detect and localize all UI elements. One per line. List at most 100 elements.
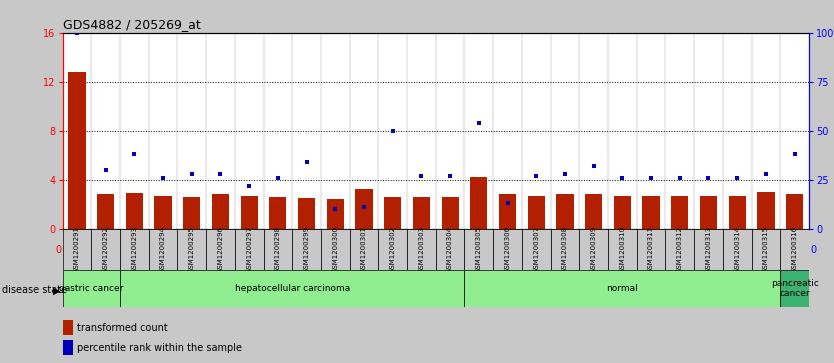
Bar <box>556 195 574 229</box>
Bar <box>441 197 459 229</box>
Bar <box>781 229 809 270</box>
Bar <box>120 229 148 270</box>
Bar <box>786 195 803 229</box>
Bar <box>91 229 120 270</box>
Text: GSM1200307: GSM1200307 <box>533 226 540 273</box>
Text: GSM1200311: GSM1200311 <box>648 226 654 273</box>
Bar <box>63 340 73 355</box>
Point <box>414 173 428 179</box>
Bar <box>235 229 264 270</box>
Bar <box>671 196 688 229</box>
Bar <box>522 229 550 270</box>
Bar <box>63 229 91 270</box>
Bar <box>240 196 258 229</box>
Point <box>214 171 227 177</box>
Bar <box>528 196 545 229</box>
Point <box>243 183 256 188</box>
Bar <box>349 229 379 270</box>
Bar <box>694 229 723 270</box>
Point <box>444 173 457 179</box>
Text: percentile rank within the sample: percentile rank within the sample <box>77 343 242 352</box>
Bar <box>120 270 465 307</box>
Text: normal: normal <box>606 284 638 293</box>
Point <box>645 175 658 181</box>
Text: GDS4882 / 205269_at: GDS4882 / 205269_at <box>63 19 200 32</box>
Point <box>558 171 571 177</box>
Point <box>386 128 399 134</box>
Bar <box>465 229 493 270</box>
Text: GSM1200316: GSM1200316 <box>791 226 797 273</box>
Bar <box>751 229 781 270</box>
Point <box>300 159 314 165</box>
Text: GSM1200300: GSM1200300 <box>332 226 339 273</box>
Text: GSM1200310: GSM1200310 <box>620 226 626 273</box>
Text: GSM1200304: GSM1200304 <box>447 226 453 273</box>
Text: GSM1200312: GSM1200312 <box>676 226 683 273</box>
Point <box>731 175 744 181</box>
Text: GSM1200305: GSM1200305 <box>476 226 482 273</box>
Point <box>329 206 342 212</box>
Point <box>70 30 83 36</box>
Bar <box>63 270 120 307</box>
Bar <box>757 192 775 229</box>
Text: 0: 0 <box>811 245 816 254</box>
Bar <box>178 229 206 270</box>
Text: GSM1200299: GSM1200299 <box>304 226 309 273</box>
Point <box>99 167 113 173</box>
Bar <box>407 229 435 270</box>
Bar <box>321 229 349 270</box>
Point <box>587 163 600 169</box>
Point <box>759 171 772 177</box>
Point <box>357 204 370 210</box>
Text: GSM1200298: GSM1200298 <box>275 226 281 273</box>
Text: gastric cancer: gastric cancer <box>59 284 123 293</box>
Text: 0: 0 <box>55 245 61 254</box>
Bar <box>700 196 717 229</box>
Point <box>501 200 515 206</box>
Text: GSM1200292: GSM1200292 <box>103 226 108 273</box>
Text: GSM1200315: GSM1200315 <box>763 226 769 273</box>
Bar <box>636 229 666 270</box>
Point <box>788 151 801 157</box>
Bar <box>470 177 487 229</box>
Bar <box>550 229 580 270</box>
Bar <box>97 195 114 229</box>
Bar <box>264 229 292 270</box>
Bar <box>126 193 143 229</box>
Text: GSM1200303: GSM1200303 <box>419 226 425 273</box>
Point <box>271 175 284 181</box>
Bar <box>269 197 287 229</box>
Point <box>702 175 716 181</box>
Text: GSM1200313: GSM1200313 <box>706 226 711 273</box>
Bar <box>580 229 608 270</box>
Bar <box>465 270 781 307</box>
Point <box>673 175 686 181</box>
Bar <box>642 196 660 229</box>
Bar <box>298 198 315 229</box>
Text: GSM1200296: GSM1200296 <box>218 226 224 273</box>
Bar <box>384 197 401 229</box>
Bar <box>206 229 235 270</box>
Bar <box>68 72 86 229</box>
Bar <box>183 197 200 229</box>
Text: ▶: ▶ <box>53 285 60 295</box>
Text: GSM1200302: GSM1200302 <box>389 226 395 273</box>
Text: GSM1200308: GSM1200308 <box>562 226 568 273</box>
Point <box>185 171 198 177</box>
Bar <box>614 196 631 229</box>
Text: GSM1200293: GSM1200293 <box>131 226 138 273</box>
Text: hepatocellular carcinoma: hepatocellular carcinoma <box>234 284 349 293</box>
Bar <box>435 229 465 270</box>
Text: GSM1200301: GSM1200301 <box>361 226 367 273</box>
Point <box>472 120 485 126</box>
Bar <box>499 195 516 229</box>
Bar <box>608 229 636 270</box>
Bar <box>355 189 373 229</box>
Point <box>530 173 543 179</box>
Bar <box>154 196 172 229</box>
Bar <box>585 195 602 229</box>
Bar <box>63 320 73 335</box>
Bar <box>729 196 746 229</box>
Bar <box>493 229 522 270</box>
Point <box>128 151 141 157</box>
